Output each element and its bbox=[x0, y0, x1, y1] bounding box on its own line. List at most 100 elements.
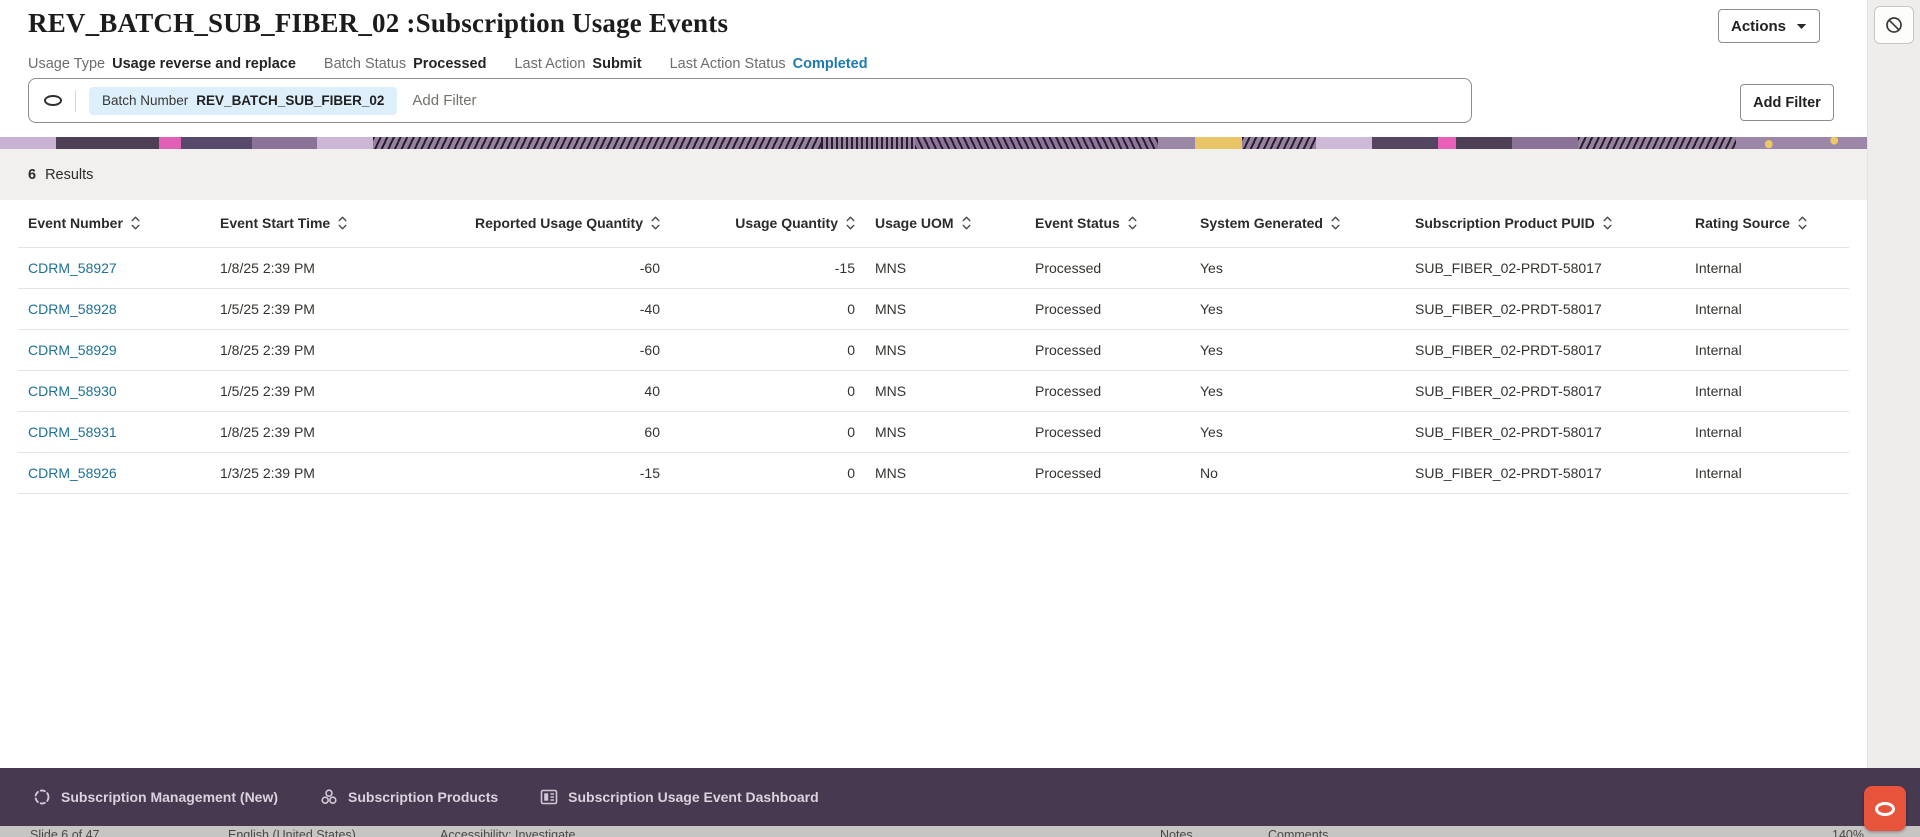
column-label: Event Number bbox=[28, 215, 123, 232]
prohibition-button[interactable] bbox=[1874, 6, 1914, 44]
footer-link-subscription-products[interactable]: Subscription Products bbox=[320, 788, 498, 806]
usage-quantity-cell: -15 bbox=[670, 247, 865, 289]
footer-link-subscription-management[interactable]: Subscription Management (New) bbox=[33, 788, 278, 806]
subscription-product-puid-cell: SUB_FIBER_02-PRDT-58017 bbox=[1405, 411, 1685, 453]
event-status-cell: Processed bbox=[1025, 411, 1190, 453]
system-generated-cell: Yes bbox=[1190, 329, 1405, 371]
column-header-rating-source[interactable]: Rating Source bbox=[1685, 200, 1849, 248]
dashboard-icon bbox=[540, 789, 558, 805]
footer-link-label: Subscription Management (New) bbox=[61, 789, 279, 805]
table-row: CDRM_58929 1/8/25 2:39 PM -60 0 MNS Proc… bbox=[18, 329, 1849, 371]
batch-number-filter-chip[interactable]: Batch Number REV_BATCH_SUB_FIBER_02 bbox=[89, 86, 398, 115]
event-number-link[interactable]: CDRM_58929 bbox=[28, 341, 117, 358]
filter-input-bar[interactable]: Batch Number REV_BATCH_SUB_FIBER_02 Add … bbox=[28, 78, 1472, 123]
sort-arrows-icon[interactable] bbox=[846, 216, 855, 230]
usage-events-table: Event Number Event Start Time Reported U… bbox=[18, 200, 1849, 494]
meta-value: Submit bbox=[592, 56, 642, 72]
language-indicator[interactable]: English (United States) bbox=[228, 828, 356, 837]
event-number-cell: CDRM_58929 bbox=[18, 329, 210, 371]
subscription-product-puid-cell: SUB_FIBER_02-PRDT-58017 bbox=[1405, 247, 1685, 289]
reported-usage-quantity-cell: 60 bbox=[460, 411, 670, 453]
column-header-event-number[interactable]: Event Number bbox=[18, 200, 210, 248]
meta-batch-status: Batch Status Processed bbox=[324, 56, 487, 72]
event-number-link[interactable]: CDRM_58928 bbox=[28, 300, 117, 317]
column-header-subscription-product-puid[interactable]: Subscription Product PUID bbox=[1405, 200, 1685, 248]
actions-button-label: Actions bbox=[1730, 17, 1786, 35]
system-generated-cell: Yes bbox=[1190, 370, 1405, 412]
event-start-time-cell: 1/8/25 2:39 PM bbox=[210, 247, 460, 289]
page-meta-row: Usage Type Usage reverse and replace Batc… bbox=[28, 56, 868, 72]
actions-button[interactable]: Actions bbox=[1718, 9, 1820, 43]
subscription-product-puid-cell: SUB_FIBER_02-PRDT-58017 bbox=[1405, 452, 1685, 494]
table-header-row: Event Number Event Start Time Reported U… bbox=[18, 200, 1849, 248]
sort-arrows-icon[interactable] bbox=[131, 216, 140, 230]
meta-label: Last Action bbox=[514, 56, 586, 72]
usage-uom-cell: MNS bbox=[865, 452, 1025, 494]
page-title: REV_BATCH_SUB_FIBER_02 :Subscription Usa… bbox=[28, 8, 729, 38]
column-label: Rating Source bbox=[1695, 215, 1790, 232]
sort-arrows-icon[interactable] bbox=[651, 216, 660, 230]
meta-last-action-status: Last Action Status Completed bbox=[670, 56, 868, 72]
column-label: Event Status bbox=[1035, 215, 1120, 232]
oracle-logo-icon bbox=[1875, 801, 1895, 816]
meta-usage-type: Usage Type Usage reverse and replace bbox=[28, 56, 296, 72]
filter-chip-value: REV_BATCH_SUB_FIBER_02 bbox=[196, 93, 385, 108]
column-header-system-generated[interactable]: System Generated bbox=[1190, 200, 1405, 248]
add-filter-placeholder[interactable]: Add Filter bbox=[412, 92, 477, 109]
column-label: Subscription Product PUID bbox=[1415, 215, 1595, 232]
meta-value: Usage reverse and replace bbox=[112, 56, 296, 72]
event-number-link[interactable]: CDRM_58927 bbox=[28, 259, 117, 276]
event-number-cell: CDRM_58928 bbox=[18, 288, 210, 330]
event-number-link[interactable]: CDRM_58931 bbox=[28, 423, 117, 440]
event-status-cell: Processed bbox=[1025, 288, 1190, 330]
usage-uom-cell: MNS bbox=[865, 329, 1025, 371]
meta-label: Last Action Status bbox=[669, 56, 786, 72]
cycle-icon bbox=[34, 789, 50, 805]
footer-link-label: Subscription Products bbox=[348, 789, 499, 805]
column-label: Usage Quantity bbox=[735, 215, 838, 232]
column-header-usage-uom[interactable]: Usage UOM bbox=[865, 200, 1025, 248]
reported-usage-quantity-cell: -60 bbox=[460, 329, 670, 371]
sort-arrows-icon[interactable] bbox=[1128, 216, 1137, 230]
usage-uom-cell: MNS bbox=[865, 370, 1025, 412]
sort-arrows-icon[interactable] bbox=[1603, 216, 1612, 230]
add-filter-button[interactable]: Add Filter bbox=[1740, 84, 1834, 121]
accessibility-indicator[interactable]: Accessibility: Investigate bbox=[440, 828, 576, 837]
column-header-event-status[interactable]: Event Status bbox=[1025, 200, 1190, 248]
reported-usage-quantity-cell: 40 bbox=[460, 370, 670, 412]
usage-quantity-cell: 0 bbox=[670, 329, 865, 371]
system-generated-cell: Yes bbox=[1190, 288, 1405, 330]
event-start-time-cell: 1/5/25 2:39 PM bbox=[210, 370, 460, 412]
column-header-event-start-time[interactable]: Event Start Time bbox=[210, 200, 460, 248]
subscription-product-puid-cell: SUB_FIBER_02-PRDT-58017 bbox=[1405, 329, 1685, 371]
add-filter-button-label: Add Filter bbox=[1753, 94, 1821, 111]
last-action-status-link[interactable]: Completed bbox=[792, 56, 868, 72]
notes-button[interactable]: Notes bbox=[1160, 828, 1193, 837]
event-number-link[interactable]: CDRM_58926 bbox=[28, 464, 117, 481]
footer-link-usage-event-dashboard[interactable]: Subscription Usage Event Dashboard bbox=[540, 788, 819, 806]
usage-quantity-cell: 0 bbox=[670, 288, 865, 330]
column-header-usage-quantity[interactable]: Usage Quantity bbox=[670, 200, 865, 248]
meta-last-action: Last Action Submit bbox=[514, 56, 641, 72]
oracle-chat-button[interactable] bbox=[1864, 786, 1906, 831]
column-header-reported-usage-quantity[interactable]: Reported Usage Quantity bbox=[460, 200, 670, 248]
event-status-cell: Processed bbox=[1025, 329, 1190, 371]
column-label: System Generated bbox=[1200, 215, 1323, 232]
clipped-status-bar: Slide 6 of 47 English (United States) Ac… bbox=[0, 826, 1920, 837]
sort-arrows-icon[interactable] bbox=[338, 216, 347, 230]
rating-source-cell: Internal bbox=[1685, 247, 1849, 289]
table-row: CDRM_58931 1/8/25 2:39 PM 60 0 MNS Proce… bbox=[18, 411, 1849, 453]
comments-button[interactable]: Comments bbox=[1268, 828, 1329, 837]
subscription-product-puid-cell: SUB_FIBER_02-PRDT-58017 bbox=[1405, 288, 1685, 330]
system-generated-cell: No bbox=[1190, 452, 1405, 494]
results-label: Results bbox=[45, 166, 94, 183]
event-number-cell: CDRM_58926 bbox=[18, 452, 210, 494]
column-label: Event Start Time bbox=[220, 215, 331, 232]
filter-toggle-icon[interactable] bbox=[44, 95, 62, 106]
sort-arrows-icon[interactable] bbox=[962, 216, 971, 230]
reported-usage-quantity-cell: -60 bbox=[460, 247, 670, 289]
sort-arrows-icon[interactable] bbox=[1798, 216, 1807, 230]
event-number-link[interactable]: CDRM_58930 bbox=[28, 382, 117, 399]
sort-arrows-icon[interactable] bbox=[1331, 216, 1340, 230]
